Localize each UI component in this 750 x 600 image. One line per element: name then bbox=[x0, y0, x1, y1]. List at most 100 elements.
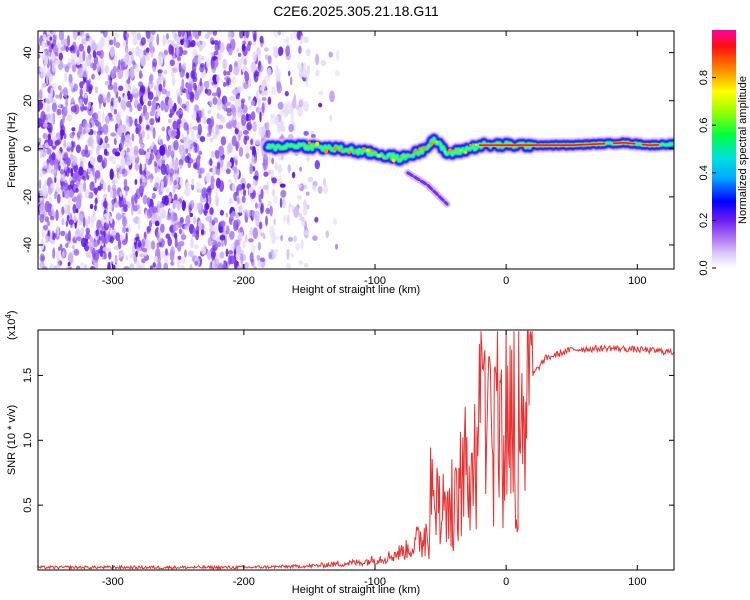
spectrogram-noise-blob bbox=[300, 35, 303, 45]
spectrogram-noise-blob bbox=[105, 223, 110, 228]
spectrogram-noise-blob bbox=[242, 130, 249, 135]
spectrogram-noise-blob bbox=[260, 90, 265, 97]
spectrogram-noise-blob bbox=[63, 132, 67, 140]
spectrogram-noise-blob bbox=[115, 232, 120, 242]
spectrogram-noise-blob bbox=[114, 178, 118, 184]
ridge-speckle bbox=[399, 154, 402, 157]
spectrogram-noise-blob bbox=[228, 48, 233, 56]
spectrogram-noise-blob bbox=[231, 76, 237, 85]
spectrogram-noise-blob bbox=[304, 231, 309, 236]
spectrogram-noise-blob bbox=[39, 253, 45, 263]
spectrogram-noise-blob bbox=[59, 162, 63, 167]
spectrogram-noise-blob bbox=[147, 91, 154, 100]
spectrogram-noise-blob bbox=[197, 31, 202, 37]
spectrogram-noise-blob bbox=[300, 239, 304, 250]
spectrogram-noise-blob bbox=[80, 227, 85, 237]
spectrogram-noise-blob bbox=[50, 183, 53, 189]
spectrogram-noise-blob bbox=[178, 260, 181, 269]
spectrogram-noise-blob bbox=[61, 251, 65, 262]
spectrogram-noise-blob bbox=[73, 196, 78, 202]
spectrogram-noise-blob bbox=[314, 160, 320, 170]
spectrogram-noise-blob bbox=[94, 86, 99, 94]
spectrogram-noise-blob bbox=[212, 92, 218, 97]
spectrogram-noise-blob bbox=[92, 166, 95, 178]
spectrogram-noise-blob bbox=[271, 169, 275, 178]
spectrogram-noise-blob bbox=[209, 51, 213, 57]
spectrogram-noise-blob bbox=[254, 210, 260, 221]
spectrogram-noise-blob bbox=[210, 119, 215, 127]
spectrogram-noise-blob bbox=[318, 102, 323, 108]
spectrogram-noise-blob bbox=[285, 45, 290, 57]
spectrogram-noise-blob bbox=[179, 176, 184, 187]
spectrogram-noise-blob bbox=[219, 41, 225, 53]
spectrogram-noise-blob bbox=[135, 250, 138, 258]
spectrogram-noise-blob bbox=[114, 151, 121, 157]
spectrogram-noise-blob bbox=[264, 75, 270, 82]
spectrogram-noise-blob bbox=[178, 31, 182, 38]
spectrogram-noise-blob bbox=[180, 264, 185, 269]
spectrogram-noise-blob bbox=[234, 127, 239, 135]
spectrogram-noise-blob bbox=[163, 101, 169, 113]
spectrogram-noise-blob bbox=[39, 213, 45, 223]
spectrogram-noise-blob bbox=[90, 219, 95, 229]
spectrogram-noise-blob bbox=[129, 67, 135, 80]
spectrogram-noise-blob bbox=[303, 36, 309, 43]
spectrogram-noise-blob bbox=[113, 264, 116, 269]
spectrogram-noise-blob bbox=[141, 239, 146, 248]
spectrogram-noise-blob bbox=[67, 252, 74, 265]
spectrogram-noise-blob bbox=[183, 36, 189, 49]
spectrogram-noise-blob bbox=[298, 45, 302, 54]
spectrogram-noise-blob bbox=[256, 254, 261, 261]
spectrogram-noise-blob bbox=[38, 247, 41, 256]
chart-title: C2E6.2025.305.21.18.G11 bbox=[273, 3, 439, 19]
spectrogram-noise-blob bbox=[208, 194, 212, 205]
spectrogram-noise-blob bbox=[335, 243, 338, 250]
spectrogram-noise-blob bbox=[265, 207, 271, 215]
spectrogram-noise-blob bbox=[226, 161, 232, 168]
spectrogram-noise-blob bbox=[145, 31, 151, 39]
spectrogram-noise-blob bbox=[46, 104, 51, 113]
spectrogram-noise-blob bbox=[258, 221, 263, 230]
spectrogram-noise-blob bbox=[182, 61, 186, 70]
spectrogram-noise-blob bbox=[137, 217, 141, 230]
spectrogram-noise-blob bbox=[286, 263, 291, 269]
spectrogram-noise-blob bbox=[236, 197, 240, 205]
spectrogram-noise-blob bbox=[290, 113, 294, 124]
spectrogram-noise-blob bbox=[253, 265, 257, 269]
spectrogram-noise-blob bbox=[152, 58, 158, 68]
spectrogram-noise-blob bbox=[193, 201, 199, 212]
spectrogram-noise-blob bbox=[261, 97, 267, 101]
spectrogram-noise-blob bbox=[274, 162, 278, 171]
colorbar-tick-label: 0.8 bbox=[698, 70, 710, 85]
spectrogram-noise-blob bbox=[204, 202, 210, 210]
spectrogram-noise-blob bbox=[329, 114, 333, 122]
y-tick-label: 20 bbox=[22, 95, 34, 107]
spectrogram-noise-blob bbox=[198, 173, 202, 179]
spectrogram-noise-blob bbox=[177, 255, 182, 260]
spectrogram-noise-blob bbox=[44, 200, 51, 213]
spectrogram-noise-blob bbox=[82, 83, 87, 93]
spectrogram-noise-blob bbox=[65, 242, 69, 248]
spectrogram-noise-blob bbox=[210, 150, 215, 158]
spectrogram-noise-blob bbox=[257, 241, 262, 251]
spectrogram-noise-blob bbox=[136, 236, 140, 242]
spectrogram-noise-blob bbox=[290, 33, 293, 41]
spectrogram-noise-blob bbox=[245, 146, 249, 154]
spectrogram-noise-blob bbox=[280, 234, 283, 242]
spectrogram-noise-blob bbox=[234, 259, 238, 269]
spectrogram-noise-blob bbox=[257, 203, 261, 209]
spectrogram-noise-blob bbox=[138, 91, 142, 98]
spectrogram-noise-blob bbox=[299, 216, 305, 222]
spectrogram-noise-blob bbox=[107, 231, 111, 240]
spectrogram-noise-blob bbox=[263, 47, 269, 52]
spectrogram-noise-blob bbox=[291, 171, 296, 179]
spectrogram-noise-blob bbox=[243, 189, 247, 197]
spectrogram-noise-blob bbox=[156, 242, 160, 249]
spectrogram-noise-blob bbox=[178, 144, 185, 153]
spectrogram-noise-blob bbox=[89, 203, 94, 210]
spectrogram-noise-blob bbox=[114, 32, 120, 38]
spectrogram-noise-blob bbox=[169, 172, 173, 177]
spectrogram-noise-blob bbox=[222, 58, 228, 70]
spectrogram-noise-blob bbox=[174, 160, 179, 171]
spectrogram-noise-blob bbox=[72, 131, 75, 136]
